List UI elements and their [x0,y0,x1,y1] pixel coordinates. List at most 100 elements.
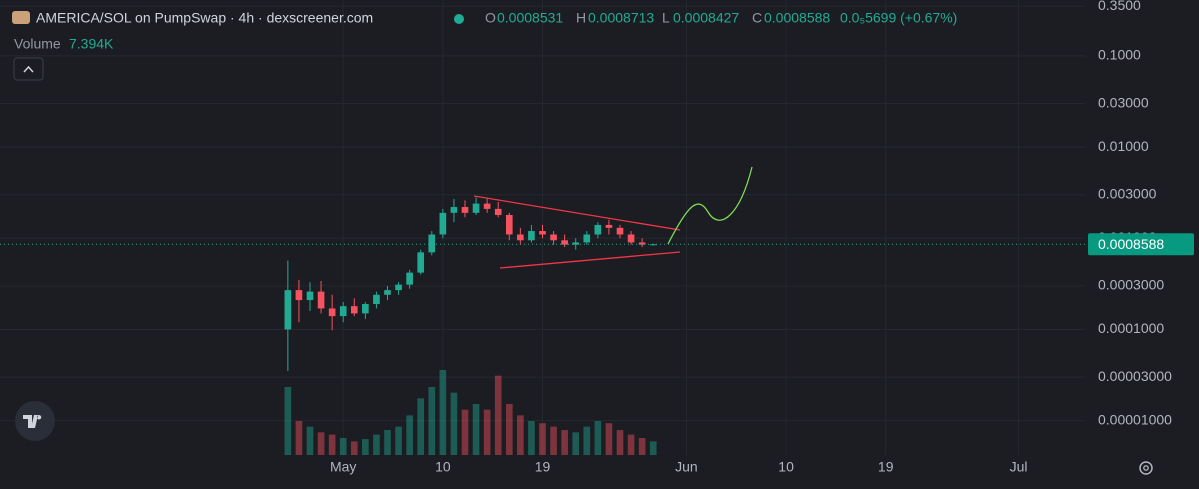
volume-bar [362,439,369,455]
last-price-tag: 0.0008588 [0,233,1194,256]
x-tick-label: 10 [778,459,794,475]
volume-bar [406,415,413,455]
ohlc-value: 0.0008427 [673,10,739,26]
ohlc-label: L [662,10,670,26]
volume-bar [550,426,557,455]
volume-bar [284,387,292,455]
candle-body [461,207,469,213]
volume-bar [317,432,325,455]
candle-body [373,294,380,305]
volume-bar [472,404,480,455]
volume-bar [583,426,591,455]
tv-logo[interactable] [15,401,55,441]
volume-bar [572,432,580,455]
symbol-title: AMERICA/SOL on PumpSwap · 4h · dexscreen… [36,10,373,26]
y-tick-label: 0.00001000 [1098,411,1172,427]
candle-body [317,291,325,309]
candle-body [605,224,613,228]
button-frame[interactable] [13,57,44,81]
candle-body [306,291,314,301]
trendline [499,251,681,269]
candle-body [450,207,458,213]
x-tick-label: 19 [878,459,894,475]
gear-center[interactable] [1143,465,1149,471]
candle-body [627,234,635,243]
candle-body [384,290,391,295]
volume-bar [483,409,491,455]
candles [284,197,657,372]
volume-bar [539,423,546,455]
volume-bar [594,421,602,455]
logo-mark[interactable] [23,415,42,428]
volume-bar [384,430,391,455]
volume-bar [561,430,568,455]
volume-bar [649,441,657,455]
volume-bar [328,434,336,455]
candle-body [284,290,292,330]
volume-bar [517,415,524,455]
y-tick-label: 0.003000 [1098,185,1157,201]
volume-bar [339,438,347,455]
ohlc-label: C [752,10,762,26]
volume-bar [373,434,380,455]
candle-body [339,306,347,317]
x-tick-label: Jun [675,459,698,475]
volume-bar [627,434,635,455]
candle-body [328,308,336,317]
last-price-label: 0.0008588 [1098,236,1164,252]
candle-body [362,304,369,314]
candle-body [439,212,447,235]
ohlc-label: H [576,10,586,26]
volume-bar [461,409,469,455]
volume-bar [616,430,624,455]
y-tick-label: 0.3500 [1098,0,1141,13]
y-tick-label: 0.0001000 [1098,320,1164,336]
volume-bar [439,370,447,455]
y-tick-label: 0.01000 [1098,138,1149,154]
chevron-icon[interactable] [23,65,34,73]
y-tick-label: 0.00003000 [1098,368,1172,384]
collapse-button[interactable] [13,57,44,81]
last-price-box [1088,233,1194,256]
candle-body [539,231,546,235]
candle-body [494,208,502,215]
volume-pane [284,370,657,455]
projection-curve [667,166,753,245]
candle-body [561,240,568,245]
candle-body [583,234,591,243]
x-axis: May 10 19 Jun 10 19 Jul [330,459,1028,475]
ohlc-label: O [485,10,496,26]
legend-header: AMERICA/SOL on PumpSwap · 4h · dexscreen… [12,10,957,52]
gear-icon[interactable] [1139,461,1153,475]
candle-body [649,244,657,246]
candle-body [295,290,303,301]
ohlc-value: 0.0008588 [764,10,830,26]
volume-bar [605,423,613,455]
y-tick-label: 0.1000 [1098,47,1141,63]
volume-bar [417,398,425,455]
status-dot [454,14,464,24]
candle-body [594,224,602,235]
volume-bar [450,392,458,455]
volume-bar [505,404,513,455]
trendline [473,195,681,231]
candle-body [395,284,402,291]
x-tick-label: 10 [435,459,451,475]
candle-body [528,231,535,241]
settings-button[interactable] [1139,461,1153,475]
candle-body [417,252,425,273]
volume-bar [428,387,436,455]
candle-body [616,227,624,235]
volume-bar [395,426,402,455]
candle-body [350,306,358,314]
volume-value: 7.394K [69,36,114,52]
change-value: 0.0₅5699 (+0.67%) [840,10,957,26]
volume-bar [295,421,303,455]
candle-body [572,242,580,245]
volume-bar [494,375,502,455]
ohlc-value: 0.0008531 [497,10,563,26]
volume-bar [528,421,535,455]
